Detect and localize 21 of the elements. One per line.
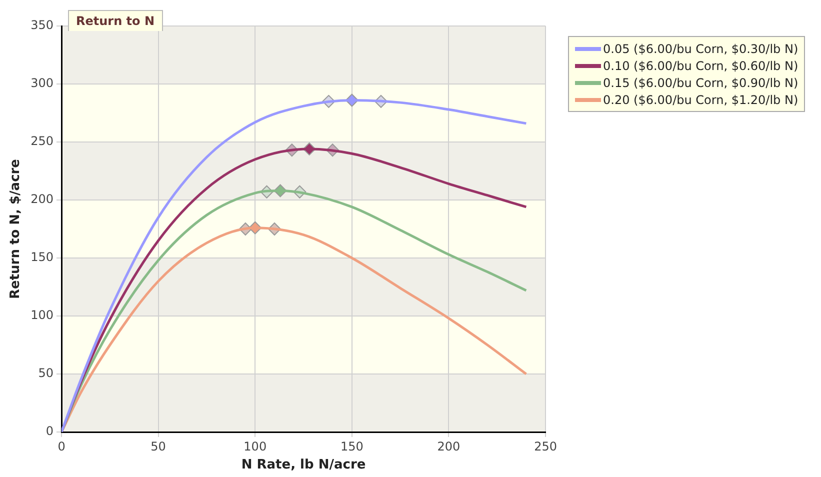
legend-label: 0.20 ($6.00/bu Corn, $1.20/lb N) xyxy=(603,92,798,106)
y-axis-title: Return to N, $/acre xyxy=(8,158,24,300)
y-tick-label: 100 xyxy=(30,308,54,322)
legend-label: 0.15 ($6.00/bu Corn, $0.90/lb N) xyxy=(603,76,798,90)
x-tick-label: 250 xyxy=(534,439,557,454)
x-axis-title: N Rate, lb N/acre xyxy=(241,458,366,473)
x-tick-label: 100 xyxy=(244,439,267,454)
x-tick-label: 200 xyxy=(437,439,460,454)
legend-label: 0.10 ($6.00/bu Corn, $0.60/lb N) xyxy=(603,58,798,72)
y-tick-label: 250 xyxy=(30,134,54,148)
chart-title: Return to N xyxy=(68,10,162,31)
legend-label: 0.05 ($6.00/bu Corn, $0.30/lb N) xyxy=(603,42,798,56)
y-tick-label: 200 xyxy=(30,192,54,206)
y-tick-label: 50 xyxy=(38,366,54,380)
y-tick-label: 150 xyxy=(30,250,54,264)
y-tick-label: 300 xyxy=(30,76,54,90)
y-tick-label: 350 xyxy=(30,18,54,32)
y-tick-label: 0 xyxy=(46,424,54,438)
x-tick-label: 150 xyxy=(340,439,364,454)
x-tick-label: 50 xyxy=(150,439,166,454)
x-tick-label: 0 xyxy=(58,439,66,454)
